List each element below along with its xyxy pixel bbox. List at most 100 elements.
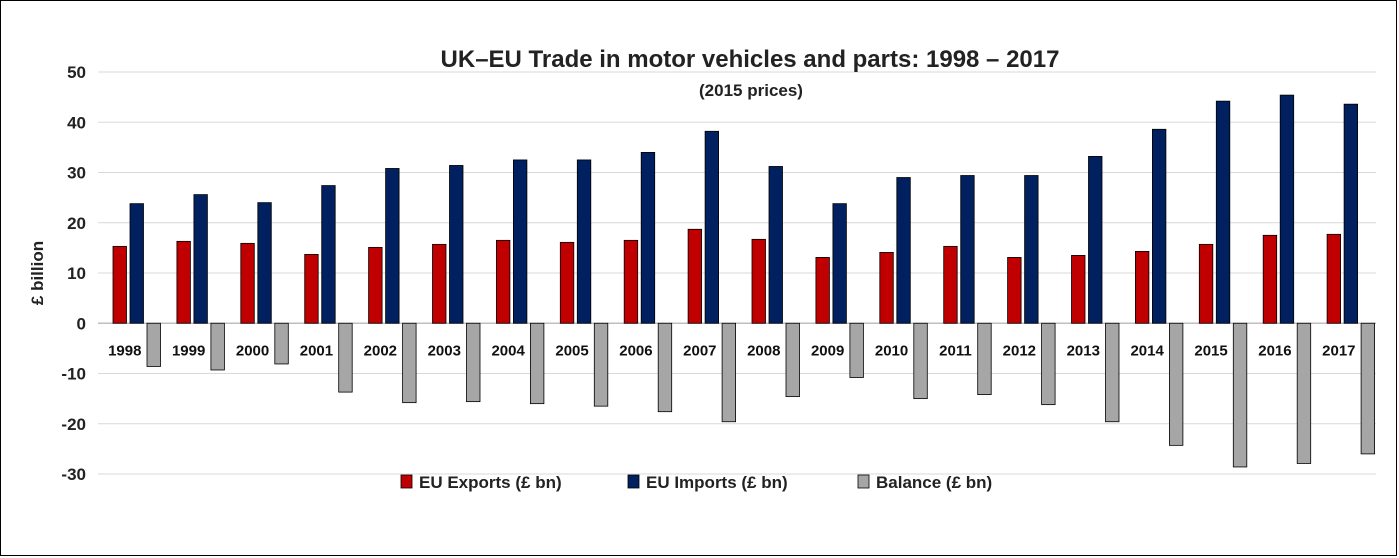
bars: [112, 94, 1375, 468]
x-tick-label: 2013: [1067, 342, 1100, 359]
x-tick-label: 1999: [172, 342, 205, 359]
balance-bar: [402, 322, 417, 404]
imports-bar: [640, 151, 656, 324]
legend-label: Balance (£ bn): [876, 473, 992, 492]
balance-bar: [1041, 322, 1056, 406]
legend: EU Exports (£ bn) EU Imports (£ bn) Balanc…: [400, 473, 992, 492]
imports-bar: [832, 203, 847, 324]
imports-bar: [1152, 128, 1167, 324]
balance-bar: [913, 322, 928, 400]
exports-bar: [559, 241, 575, 324]
exports-bar: [1135, 250, 1150, 324]
legend-swatch: [400, 474, 413, 489]
gridlines: [98, 71, 1376, 475]
y-tick-label: 0: [77, 314, 86, 333]
exports-bar: [815, 257, 830, 324]
y-tick-label: 10: [67, 264, 86, 283]
y-axis-label: £ billion: [28, 241, 47, 305]
imports-bar: [1279, 94, 1295, 324]
balance-bar: [466, 322, 481, 403]
y-tick-label: 20: [67, 214, 86, 233]
x-tick-label: 2007: [683, 342, 716, 359]
balance-bar: [338, 322, 353, 393]
x-tick-label: 2004: [491, 342, 525, 359]
exports-bar: [1071, 255, 1086, 324]
exports-bar: [623, 239, 639, 324]
balance-bar: [977, 322, 992, 396]
exports-bar: [176, 240, 191, 324]
y-tick-label: -10: [61, 365, 86, 384]
imports-bar: [960, 175, 975, 324]
x-tick-label: 2012: [1003, 342, 1036, 359]
balance-bar: [1169, 322, 1184, 446]
exports-bar: [687, 228, 702, 324]
exports-bar: [1326, 233, 1341, 324]
x-tick-label: 2005: [555, 342, 588, 359]
balance-bar: [849, 322, 864, 378]
exports-bar: [879, 251, 894, 324]
exports-bar: [240, 242, 255, 324]
imports-bar: [1215, 100, 1231, 324]
imports-bar: [704, 130, 719, 324]
x-tick-label: 2003: [428, 342, 461, 359]
x-tick-label: 2016: [1258, 342, 1291, 359]
exports-bar: [943, 245, 958, 324]
legend-swatch: [857, 474, 870, 489]
balance-bar: [210, 322, 225, 371]
x-tick-label: 2014: [1130, 342, 1164, 359]
x-tick-label: 2015: [1194, 342, 1227, 359]
balance-bar: [1232, 322, 1248, 468]
legend-swatch: [627, 474, 640, 489]
x-tick-label: 2011: [939, 342, 972, 359]
balance-bar: [721, 322, 736, 423]
x-tick-label: 2008: [747, 342, 780, 359]
y-tick-label: 50: [67, 63, 86, 82]
x-tick-label: 2001: [300, 342, 333, 359]
balance-bar: [146, 322, 161, 367]
imports-bar: [193, 194, 208, 324]
exports-bar: [304, 254, 319, 324]
exports-bar: [1007, 257, 1022, 324]
imports-bar: [1024, 175, 1039, 324]
exports-bar: [751, 238, 766, 324]
balance-bar: [785, 322, 800, 398]
imports-bar: [1088, 156, 1103, 324]
x-tick-label: 2002: [364, 342, 397, 359]
imports-bar: [513, 159, 528, 324]
x-axis-ticks: 1998 1999 2000 2001 2002 2003 2004 2005 2006 2007…: [108, 342, 1355, 359]
exports-bar: [432, 243, 447, 324]
x-tick-label: 1998: [108, 342, 141, 359]
x-tick-label: 2000: [236, 342, 269, 359]
x-tick-label: 2009: [811, 342, 844, 359]
y-tick-label: 30: [67, 164, 86, 183]
balance-bar: [593, 322, 609, 407]
imports-bar: [321, 185, 336, 324]
balance-bar: [657, 322, 673, 413]
exports-bar: [368, 246, 383, 324]
x-tick-label: 2006: [619, 342, 652, 359]
imports-bar: [1343, 103, 1358, 324]
imports-bar: [896, 177, 911, 324]
balance-bar: [1360, 322, 1375, 455]
exports-bar: [1262, 234, 1278, 324]
y-axis-ticks: 50 40 30 20 10 0 -10 -20 -30: [61, 63, 86, 484]
y-tick-label: -20: [61, 415, 86, 434]
balance-bar: [1296, 322, 1312, 464]
imports-bar: [449, 165, 464, 324]
imports-bar: [257, 202, 272, 324]
legend-label: EU Exports (£ bn): [419, 473, 562, 492]
imports-bar: [576, 159, 592, 324]
imports-bar: [385, 168, 400, 324]
imports-bar: [129, 203, 144, 324]
balance-bar: [274, 322, 289, 365]
balance-bar: [530, 322, 545, 405]
balance-bar: [1105, 322, 1120, 423]
x-tick-label: 2010: [875, 342, 908, 359]
exports-bar: [1198, 243, 1214, 324]
exports-bar: [495, 239, 511, 324]
chart-title: UK–EU Trade in motor vehicles and parts:…: [441, 46, 1060, 73]
chart-subtitle: (2015 prices): [699, 81, 803, 100]
y-tick-label: 40: [67, 113, 86, 132]
